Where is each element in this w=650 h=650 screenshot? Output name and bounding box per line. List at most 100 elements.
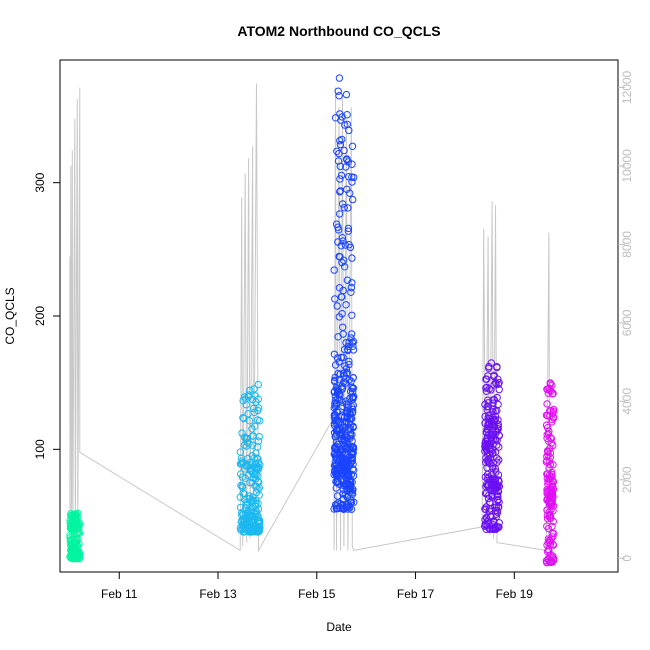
data-point [335,390,343,398]
data-point [330,266,338,274]
data-point [547,435,556,443]
data-point [254,416,262,424]
data-point [243,500,252,508]
data-point [495,519,503,527]
data-point [481,522,489,530]
data-point [244,410,252,418]
data-point [345,452,354,460]
data-point [482,503,490,511]
x-tick-label: Feb 15 [298,587,336,601]
data-point [349,472,358,480]
y2-tick-label: 0 [620,555,634,562]
data-point [66,519,75,527]
data-point [345,241,353,249]
data-point [349,485,357,494]
data-point [341,456,349,464]
data-point [547,407,555,415]
data-point [242,395,250,403]
data-point [345,173,353,181]
data-point [489,408,497,416]
data-point [334,477,342,486]
data-point [548,554,556,562]
data-point [494,420,502,429]
data-point [337,428,346,437]
data-point [247,461,255,469]
data-point [72,518,80,527]
data-point [343,111,351,119]
data-point [488,475,497,483]
data-point [345,338,353,346]
data-point [547,439,556,447]
data-point [481,505,489,513]
y2-tick-label: 4000 [620,388,634,415]
data-point [548,488,556,496]
y-tick-label: 100 [33,439,47,459]
data-point [339,369,348,377]
data-point [542,421,551,429]
data-point [348,178,356,186]
data-point [66,524,75,532]
data-point [543,511,552,520]
data-point [338,135,346,144]
data-point [254,505,263,513]
data-point [67,510,75,518]
data-point [252,496,260,505]
data-point [336,175,344,183]
data-point [334,474,342,482]
data-point [343,276,352,284]
data-point [482,387,491,395]
data-point [331,376,339,384]
data-point [490,421,499,430]
data-point [254,406,262,415]
data-point [487,359,495,367]
data-point [544,556,552,564]
data-point [345,485,353,493]
data-point [348,311,356,319]
data-point [342,339,350,347]
y2-tick-label: 2000 [620,466,634,493]
data-point [254,477,262,486]
data-point [482,441,490,449]
data-point [547,489,555,498]
data-point [236,493,245,501]
data-point [487,433,495,442]
data-point [240,414,248,423]
series-flight-3 [330,74,358,513]
data-point [543,488,551,496]
data-point [343,503,351,511]
data-point [350,466,358,474]
data-point [332,418,340,427]
series-flight-2 [236,380,264,536]
data-point [333,446,342,454]
chart-title: ATOM2 Northbound CO_QCLS [237,23,440,39]
data-point [483,481,492,490]
data-point [336,140,345,149]
data-point [350,498,358,506]
data-point [345,376,353,384]
data-point [493,458,501,466]
data-point [492,468,500,476]
data-point [334,157,343,165]
scatter-points [66,74,558,567]
data-point [489,399,497,407]
data-point [488,405,497,413]
data-point [548,557,556,566]
data-point [545,427,553,436]
data-point [246,386,254,394]
data-point [348,142,357,151]
data-point [335,149,343,158]
data-point [333,407,341,416]
data-point [238,521,247,530]
data-point [332,220,341,228]
data-point [253,518,262,526]
data-point [343,156,351,164]
data-point [239,414,247,422]
data-point [334,333,342,341]
data-point [547,497,555,505]
data-point [549,529,558,538]
data-point [249,503,258,511]
data-point [345,471,353,480]
data-point [249,474,258,482]
data-point [549,389,557,398]
data-point [331,401,339,409]
